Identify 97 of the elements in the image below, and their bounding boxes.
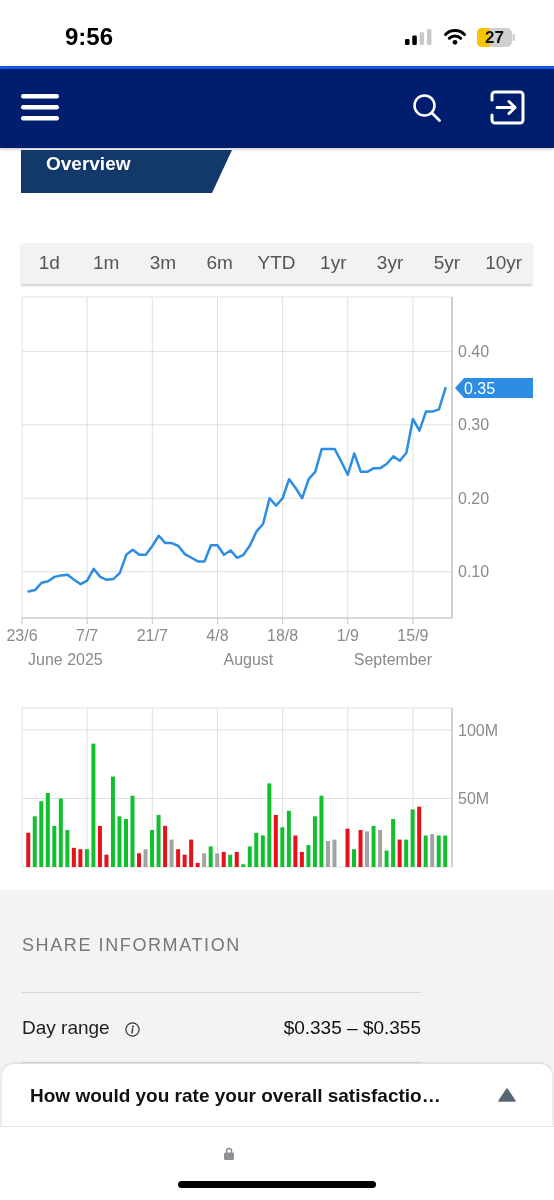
bar: [104, 854, 109, 867]
text: 6m: [206, 252, 233, 273]
text: YTD: [257, 252, 296, 273]
bar: [123, 819, 128, 867]
x-tick-label: 7/7: [76, 627, 99, 644]
bar: [332, 839, 337, 867]
text: Day range: [22, 1017, 110, 1038]
text: 5yr: [433, 252, 461, 273]
text: SHARE INFORMATION: [22, 934, 241, 955]
text: 1d: [38, 252, 60, 273]
bar: [430, 834, 435, 867]
x-tick-label: 1/9: [336, 627, 359, 644]
bar: [32, 816, 37, 867]
x-tick-label: 23/6: [6, 627, 38, 644]
bar: [91, 743, 96, 867]
text: 1yr: [320, 252, 347, 273]
bar: [52, 825, 57, 867]
bar: [404, 839, 409, 867]
text: 9:56: [65, 23, 114, 50]
x-tick-label: 18/8: [267, 627, 299, 644]
x-tick-label: 15/9: [397, 627, 429, 644]
bar: [130, 795, 135, 867]
bar: [267, 783, 272, 867]
bar: [443, 835, 448, 867]
bar: [58, 798, 63, 867]
bar: [221, 851, 226, 867]
bar: [176, 849, 181, 867]
bar: [293, 835, 298, 867]
bar: [371, 825, 376, 867]
line-series: [27, 386, 447, 593]
bar: [436, 835, 441, 867]
bar: [397, 839, 402, 867]
bar: [391, 819, 396, 867]
text: 1m: [92, 252, 120, 273]
bar: [137, 853, 142, 867]
x-tick-label: 21/7: [136, 627, 168, 644]
bar: [384, 850, 389, 867]
bar: [352, 849, 357, 867]
y-tick-label: 0.30: [458, 416, 490, 434]
bar: [280, 827, 285, 867]
bar: [195, 862, 200, 867]
bar: [202, 853, 207, 867]
x-tick-label: 4/8: [206, 627, 229, 644]
bar: [299, 851, 304, 867]
bar: [78, 849, 83, 867]
bar: [345, 828, 350, 867]
bar: [423, 835, 428, 867]
bar: [306, 845, 311, 867]
text: $0.335 – $0.355: [283, 1017, 421, 1038]
y-tick-label: 0.20: [458, 489, 490, 507]
bar: [247, 846, 252, 867]
bar: [254, 832, 259, 867]
bar: [26, 832, 31, 867]
text: How would you rate your overall satisfactio…: [30, 1085, 441, 1106]
bar: [228, 854, 233, 867]
bar: [358, 829, 363, 867]
bar: [312, 816, 317, 867]
bar: [150, 829, 155, 867]
bar: [169, 839, 174, 867]
bar: [410, 809, 415, 867]
bar: [417, 806, 422, 867]
y-tick-label: 0.10: [458, 563, 490, 581]
text: 10yr: [485, 252, 523, 273]
bar: [143, 849, 148, 867]
bar: [365, 831, 370, 867]
text: 3yr: [376, 252, 404, 273]
bar: [45, 792, 50, 867]
y-tick-label: 100M: [458, 721, 499, 739]
bar: [156, 814, 161, 867]
bar: [65, 829, 70, 867]
y-tick-label: 50M: [458, 790, 490, 808]
text: June 2025: [28, 651, 103, 668]
bar: [117, 816, 122, 867]
bar: [110, 776, 115, 867]
chart-title: Overview: [46, 153, 131, 174]
bar: [260, 835, 265, 867]
bar: [189, 839, 194, 867]
bar: [182, 854, 187, 867]
bar: [39, 801, 44, 867]
bar: [71, 847, 76, 867]
bar: [273, 814, 278, 867]
bar: [215, 853, 220, 867]
text: August: [223, 651, 274, 668]
bar: [163, 825, 168, 867]
bar: [208, 846, 213, 867]
bar: [325, 840, 330, 867]
bar: [241, 864, 246, 867]
text: September: [353, 651, 433, 668]
bar: [234, 851, 239, 867]
text: 3m: [149, 252, 177, 273]
y-tick-label: 0.40: [458, 343, 490, 361]
bar: [84, 849, 89, 867]
bar: [97, 825, 102, 867]
bar: [378, 829, 383, 867]
text: 0.35: [464, 380, 496, 398]
bar: [286, 810, 291, 867]
bar: [319, 795, 324, 867]
